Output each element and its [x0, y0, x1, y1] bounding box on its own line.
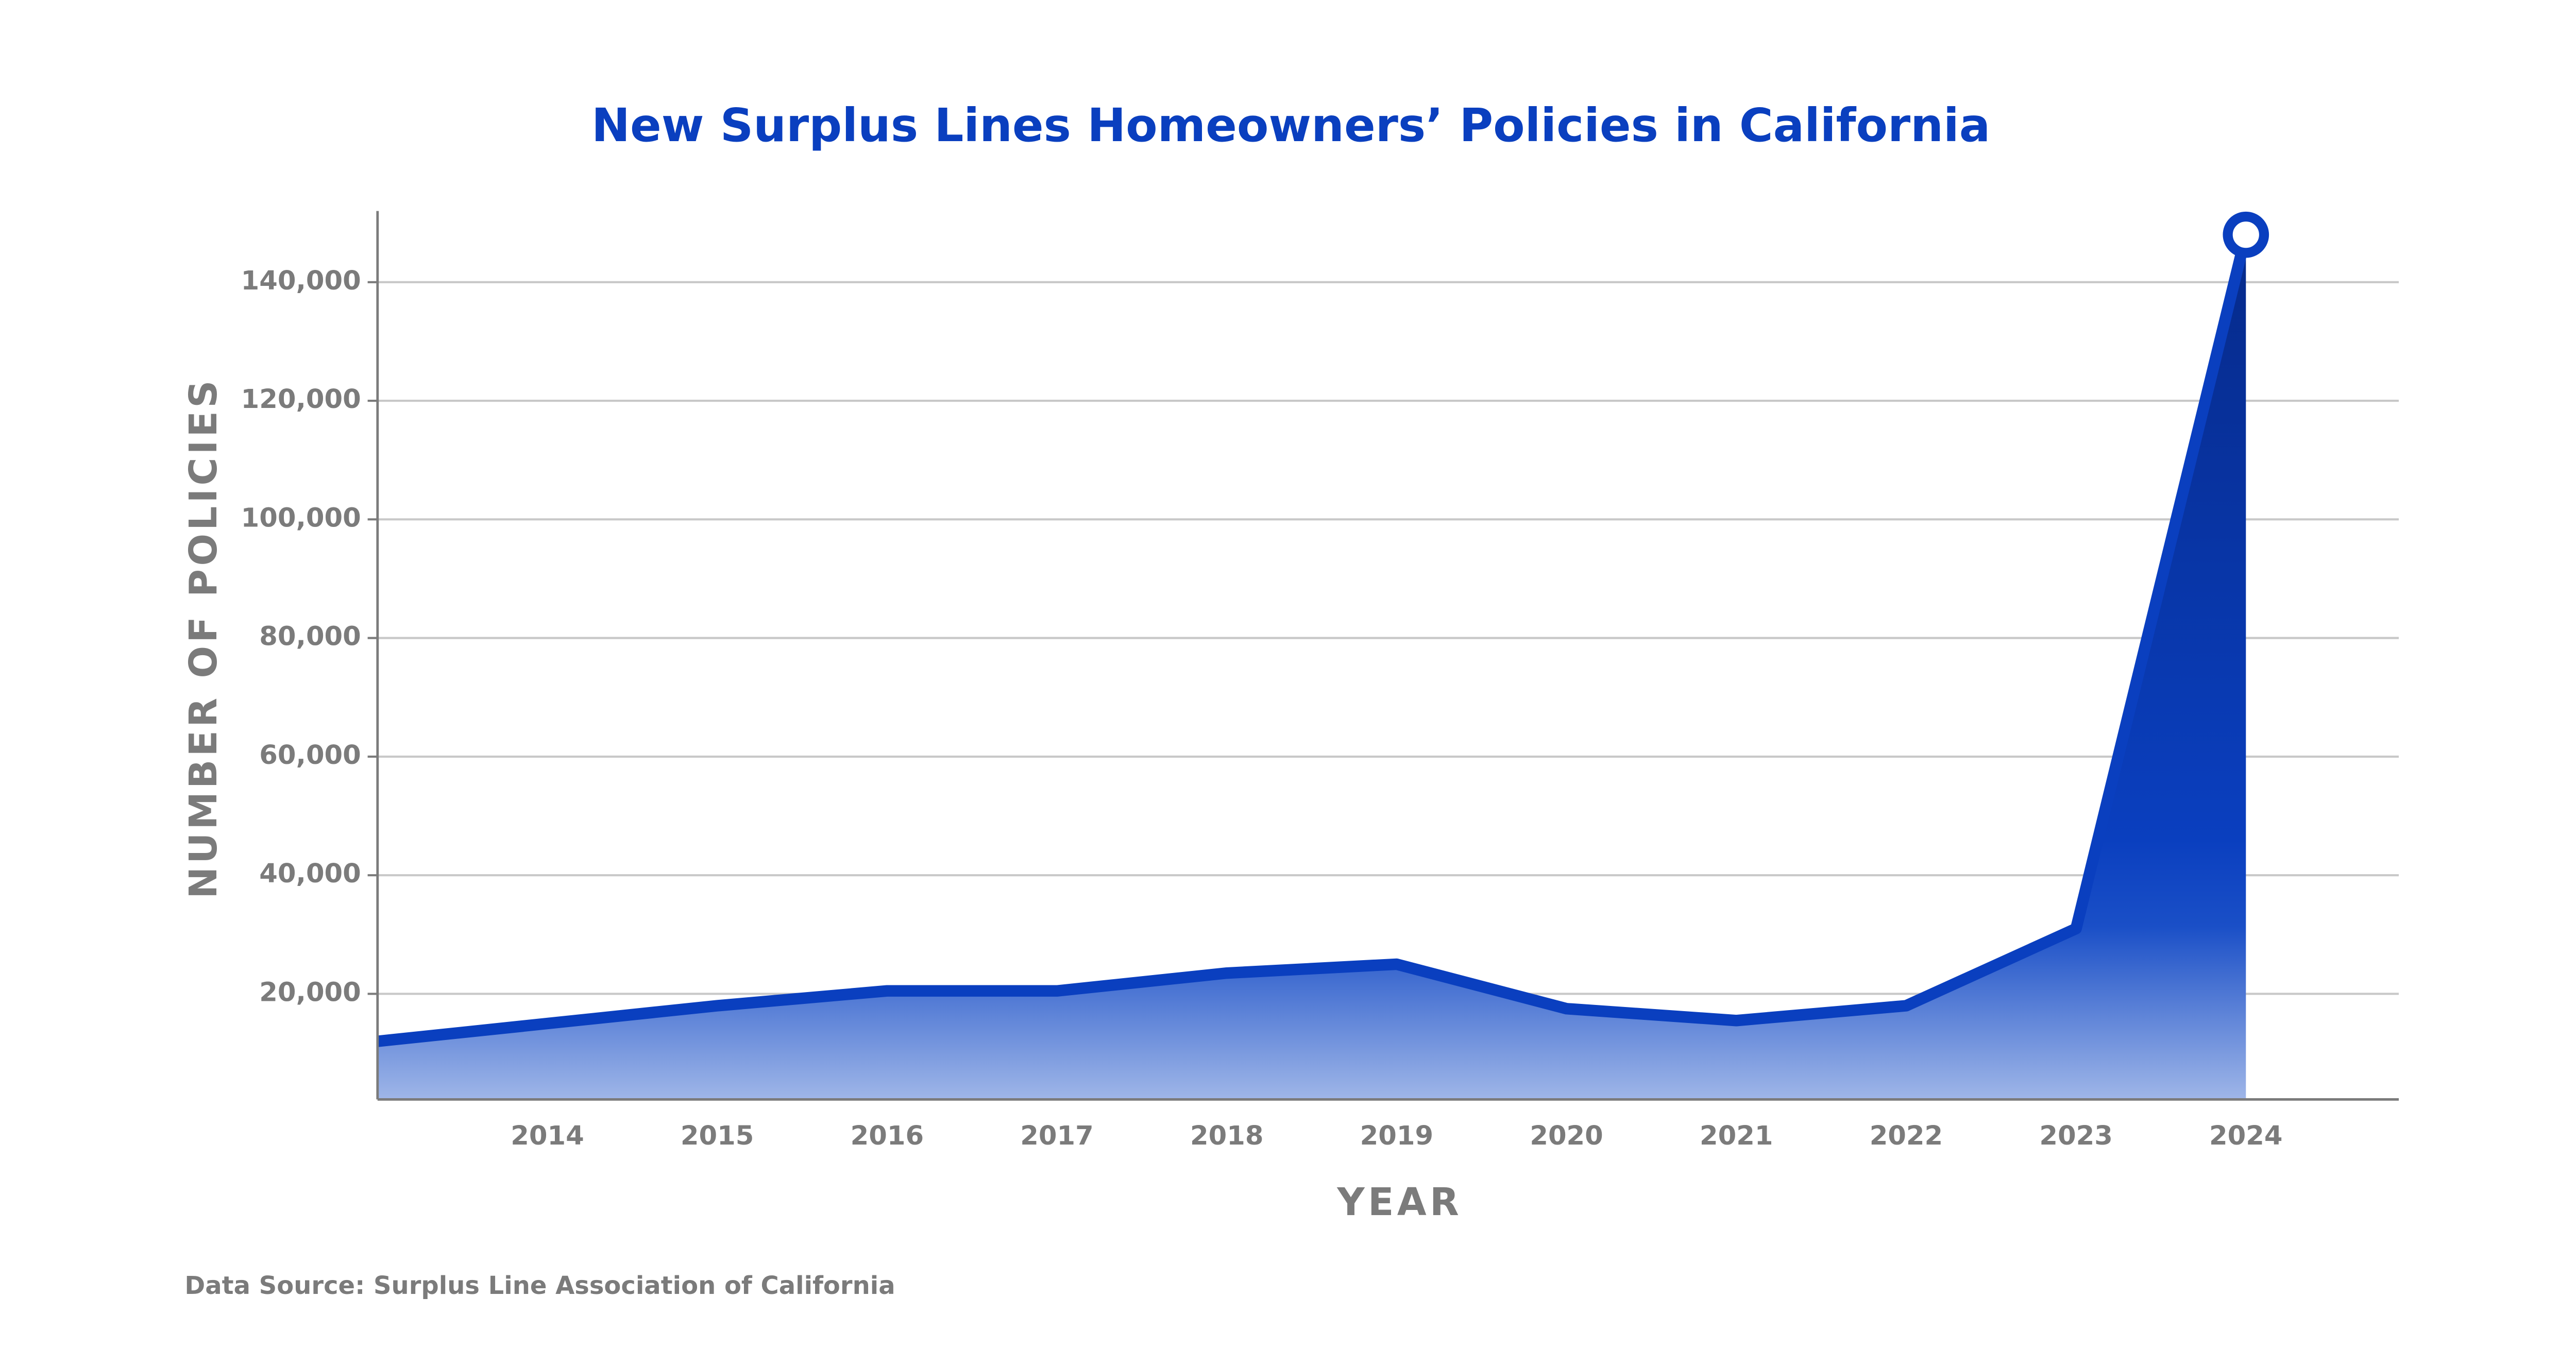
x-tick-label: 2019	[1360, 1120, 1433, 1151]
source-note: Data Source: Surplus Line Association of…	[184, 1271, 895, 1300]
chart-title: New Surplus Lines Homeowners’ Policies i…	[591, 99, 1990, 152]
x-tick-label: 2015	[681, 1120, 754, 1151]
y-tick-label: 20,000	[259, 977, 361, 1008]
x-tick-label: 2017	[1020, 1120, 1093, 1151]
x-tick-label: 2020	[1530, 1120, 1603, 1151]
y-tick-label: 40,000	[259, 858, 361, 889]
y-tick-label: 120,000	[241, 384, 361, 415]
x-tick-label: 2024	[2209, 1120, 2282, 1151]
x-tick-label: 2023	[2039, 1120, 2112, 1151]
x-tick-label: 2022	[1870, 1120, 1943, 1151]
x-tick-label: 2018	[1190, 1120, 1263, 1151]
y-tick-label: 140,000	[241, 265, 361, 296]
y-tick-label: 80,000	[259, 621, 361, 652]
x-tick-label: 2014	[511, 1120, 584, 1151]
area	[377, 234, 2246, 1100]
y-tick-label: 100,000	[241, 502, 361, 533]
peak-marker	[2223, 211, 2269, 258]
line	[377, 233, 2252, 1047]
y-tick-label: 60,000	[259, 740, 361, 771]
x-tick-label: 2016	[851, 1120, 924, 1151]
y-axis-label: NUMBER OF POLICIES	[182, 377, 226, 898]
x-axis-label: YEAR	[1336, 1181, 1462, 1224]
plot-area: 20,000 40,000 60,000 80,000 100,000 120,000 14…	[241, 211, 2399, 1151]
x-tick-label: 2021	[1700, 1120, 1773, 1151]
